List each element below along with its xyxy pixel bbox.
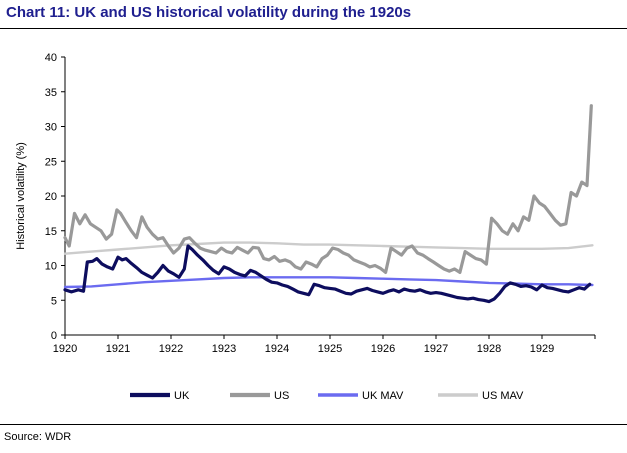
y-tick-label: 40: [45, 52, 57, 64]
series-line-uk: [63, 244, 592, 304]
x-tick-label: 1923: [212, 343, 236, 355]
chart-title: Chart 11: UK and US historical volatilit…: [6, 4, 412, 21]
bottom-rule: [0, 424, 627, 425]
y-tick-label: 0: [51, 330, 57, 342]
y-tick-label: 20: [45, 191, 57, 203]
top-rule: [0, 28, 627, 29]
source-note: Source: WDR: [4, 431, 72, 443]
series-lines: [63, 104, 594, 304]
x-tick-label: 1926: [371, 343, 395, 355]
series-line-us: [63, 104, 593, 274]
x-tick-label: 1928: [477, 343, 501, 355]
y-axis-label: Historical volatility (%): [15, 142, 27, 250]
y-tick-label: 10: [45, 261, 57, 273]
legend-label-us: US: [274, 390, 289, 402]
x-tick-label: 1929: [530, 343, 554, 355]
legend-label-us-mav: US MAV: [482, 390, 524, 402]
legend-label-uk: UK: [174, 390, 190, 402]
series-line-us-mav: [63, 241, 594, 255]
y-tick-label: 15: [45, 226, 57, 238]
y-tick-label: 25: [45, 156, 57, 168]
x-tick-label: 1925: [318, 343, 342, 355]
x-tick-label: 1920: [53, 343, 77, 355]
y-tick-label: 35: [45, 87, 57, 99]
y-tick-label: 30: [45, 122, 57, 134]
y-tick-label: 5: [51, 295, 57, 307]
x-tick-label: 1924: [265, 343, 289, 355]
x-tick-label: 1922: [159, 343, 183, 355]
axes: 0 5 10 15 20 25 30 35 40 1920 1921 1922 1923 1924 1925…: [45, 52, 596, 355]
x-tick-label: 1921: [106, 343, 130, 355]
legend-label-uk-mav: UK MAV: [362, 390, 404, 402]
x-tick-label: 1927: [424, 343, 448, 355]
legend: UK US UK MAV US MAV: [130, 390, 524, 402]
